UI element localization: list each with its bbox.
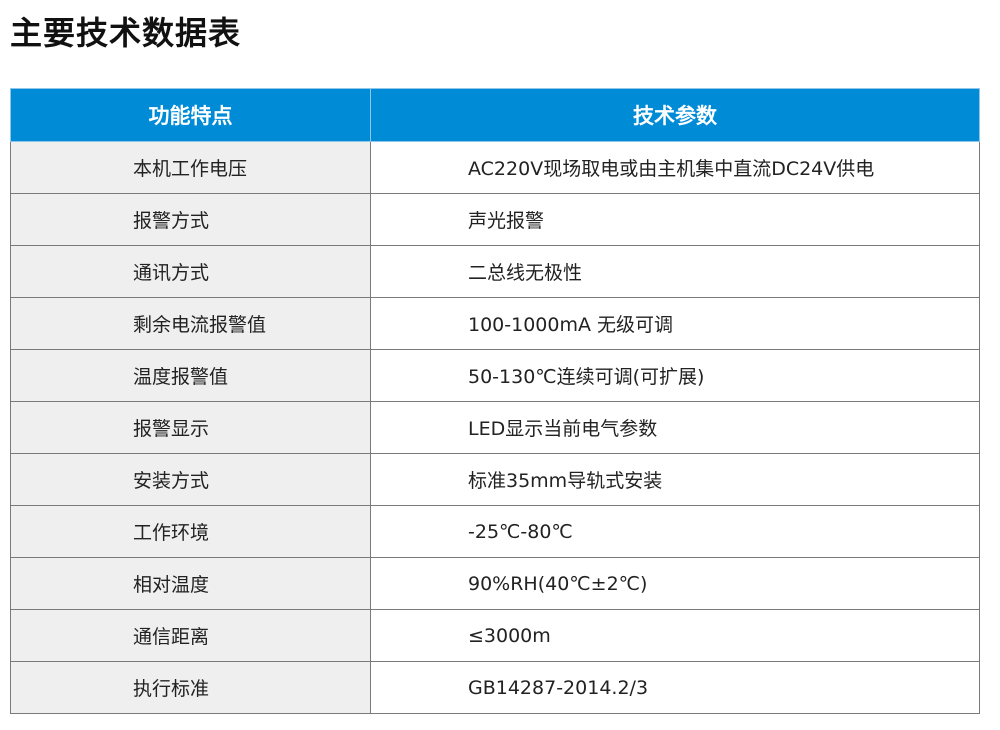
spec-table: 功能特点 技术参数 本机工作电压 AC220V现场取电或由主机集中直流DC24V供… [10,88,980,714]
table-row: 安装方式 标准35mm导轨式安装 [10,453,980,506]
header-features: 功能特点 [10,88,371,142]
page-title: 主要技术数据表 [10,14,242,52]
row-value: -25℃-80℃ [370,505,980,558]
row-value: 二总线无极性 [370,245,980,298]
row-value: ≤3000m [370,609,980,662]
row-label: 通讯方式 [10,245,371,298]
table-row: 本机工作电压 AC220V现场取电或由主机集中直流DC24V供电 [10,141,980,194]
table-row: 报警方式 声光报警 [10,193,980,246]
row-label: 通信距离 [10,609,371,662]
row-value: GB14287-2014.2/3 [370,661,980,714]
row-label: 相对温度 [10,557,371,610]
table-row: 温度报警值 50-130℃连续可调(可扩展) [10,349,980,402]
row-label: 安装方式 [10,453,371,506]
row-label: 执行标准 [10,661,371,714]
table-row: 通讯方式 二总线无极性 [10,245,980,298]
row-label: 工作环境 [10,505,371,558]
row-label: 剩余电流报警值 [10,297,371,350]
table-row: 剩余电流报警值 100-1000mA 无级可调 [10,297,980,350]
row-value: 50-130℃连续可调(可扩展) [370,349,980,402]
row-value: AC220V现场取电或由主机集中直流DC24V供电 [370,141,980,194]
row-value: LED显示当前电气参数 [370,401,980,454]
header-parameters: 技术参数 [370,88,980,142]
row-value: 声光报警 [370,193,980,246]
row-value: 100-1000mA 无级可调 [370,297,980,350]
row-label: 温度报警值 [10,349,371,402]
table-row: 通信距离 ≤3000m [10,609,980,662]
table-row: 工作环境 -25℃-80℃ [10,505,980,558]
table-row: 执行标准 GB14287-2014.2/3 [10,661,980,714]
row-value: 90%RH(40℃±2℃) [370,557,980,610]
row-value: 标准35mm导轨式安装 [370,453,980,506]
table-header-row: 功能特点 技术参数 [10,88,980,142]
row-label: 本机工作电压 [10,141,371,194]
row-label: 报警方式 [10,193,371,246]
row-label: 报警显示 [10,401,371,454]
table-row: 相对温度 90%RH(40℃±2℃) [10,557,980,610]
table-row: 报警显示 LED显示当前电气参数 [10,401,980,454]
